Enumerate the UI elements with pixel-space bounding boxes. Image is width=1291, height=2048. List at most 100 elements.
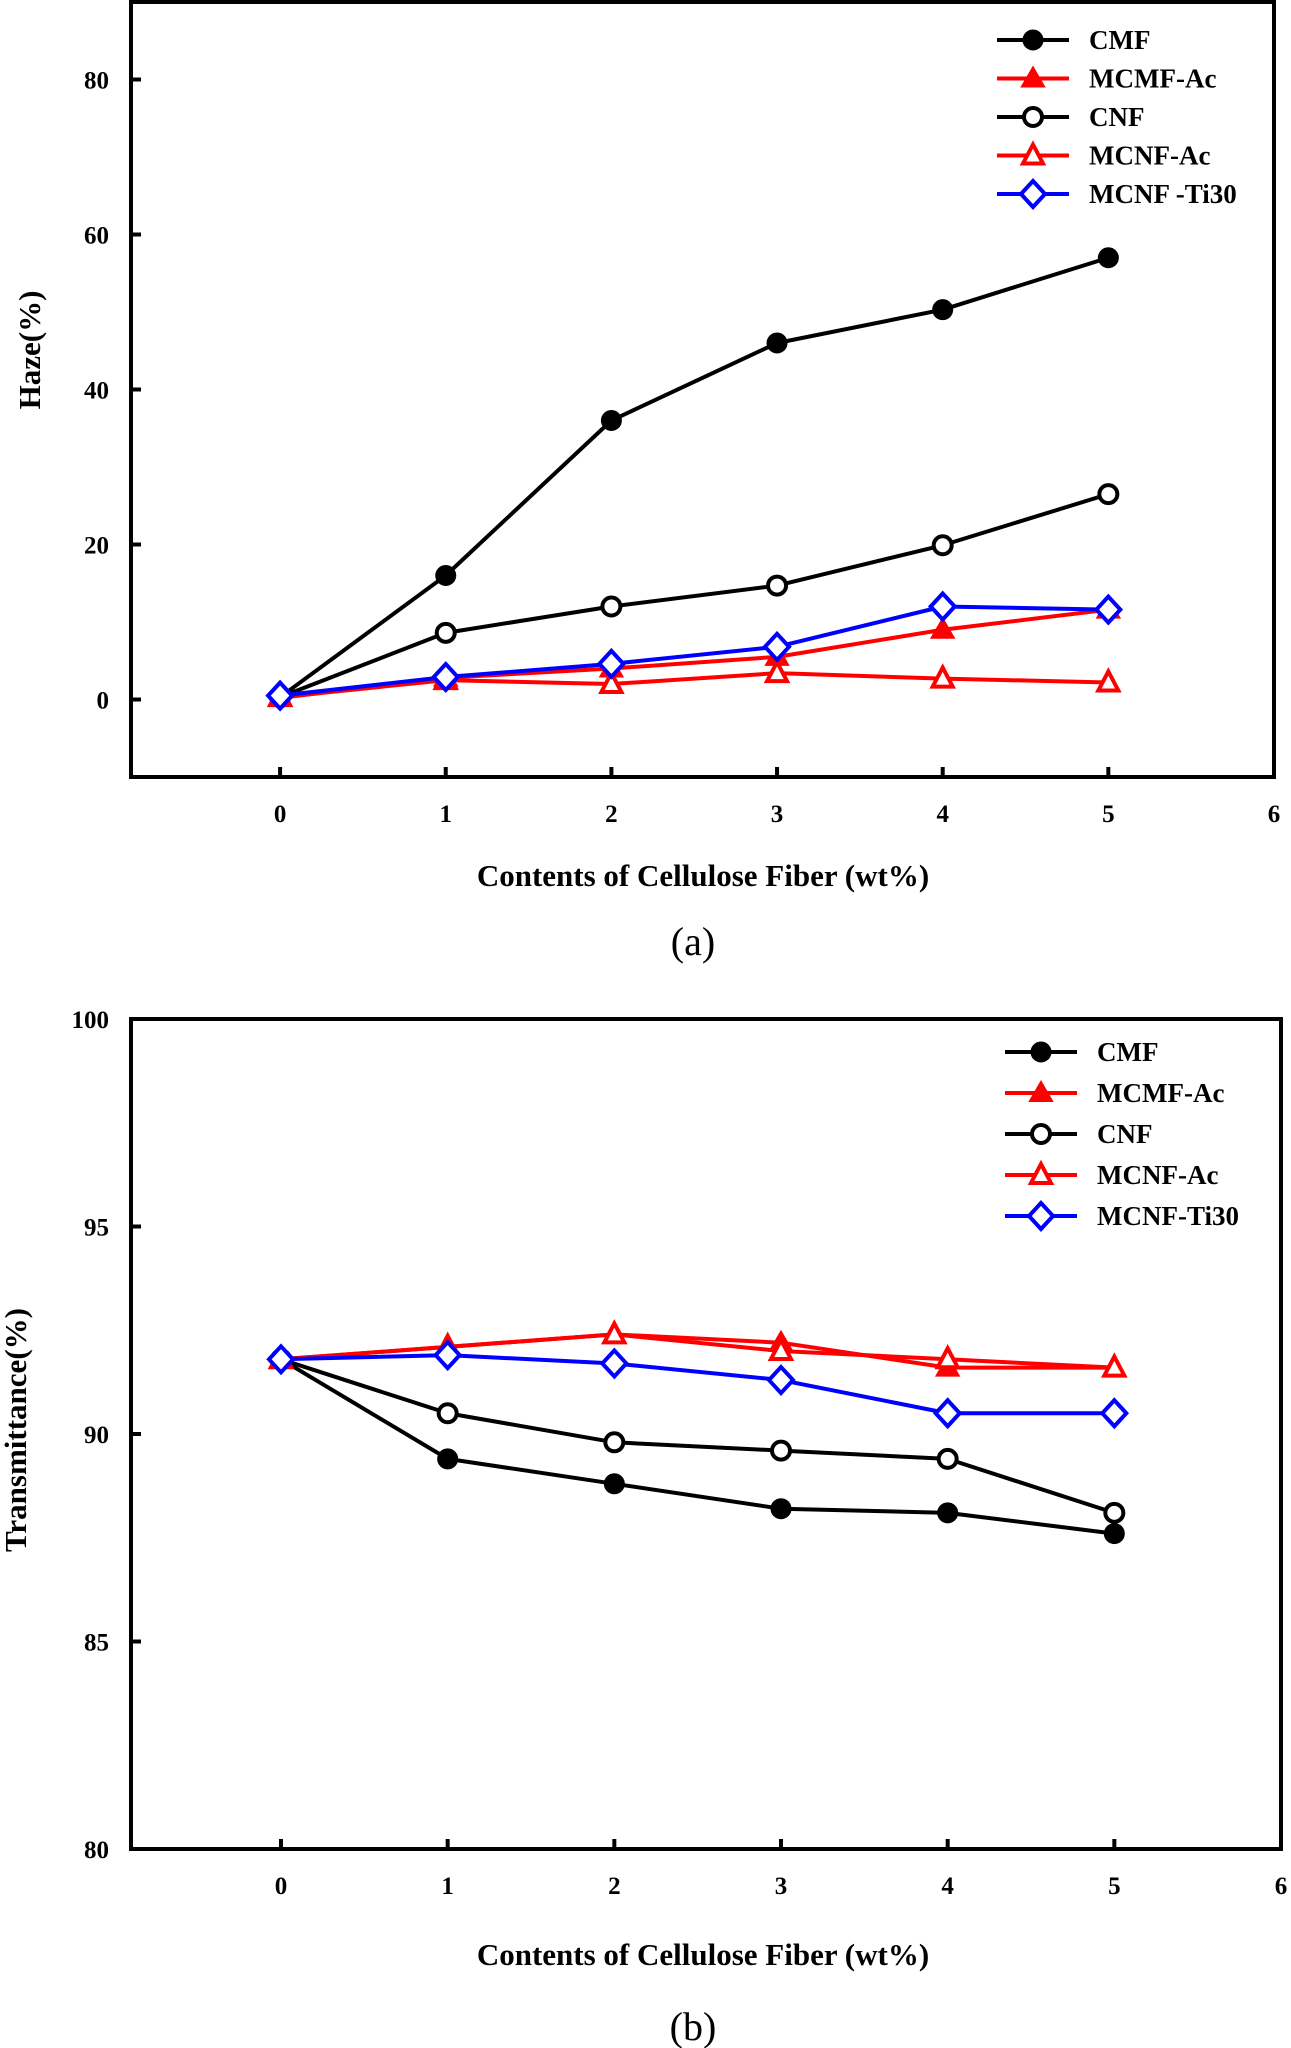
x-tick-label: 3 (771, 801, 784, 828)
legend-marker-icon (1026, 1200, 1056, 1232)
y-axis-label-b: Transmittance(%) (0, 1308, 33, 1552)
legend-marker-icon (1030, 1041, 1052, 1063)
legend-marker-icon (1022, 29, 1044, 51)
y-ticks-a: 0 20 40 60 80 (84, 68, 141, 715)
x-tick-label: 0 (274, 801, 287, 828)
y-tick-label: 100 (72, 1007, 110, 1034)
legend-item: MCMF-Ac (997, 64, 1216, 94)
x-tick-label: 2 (605, 801, 618, 828)
data-point (932, 1397, 963, 1430)
data-point (598, 668, 625, 694)
series-line (280, 1357, 1115, 1515)
series-cnf (269, 483, 1120, 709)
data-point (434, 621, 457, 644)
data-point (770, 1439, 792, 1462)
data-point (437, 1448, 459, 1470)
x-axis-label-a: Contents of Cellulose Fiber (wt%) (477, 858, 929, 893)
x-tick-label: 5 (1102, 801, 1115, 828)
series-layer-b (266, 1319, 1130, 1545)
series-mcnf-ti30 (265, 590, 1124, 712)
y-tick-label: 95 (84, 1215, 109, 1242)
legend-label: MCNF-Ac (1097, 1160, 1218, 1190)
y-tick-label: 90 (84, 1422, 109, 1449)
data-point (932, 299, 954, 321)
x-tick-label: 5 (1108, 1873, 1121, 1900)
legend-item: CNF (1005, 1119, 1153, 1149)
legend-marker-icon (1018, 178, 1048, 210)
y-tick-label: 80 (84, 1837, 109, 1864)
panel-a-haze-chart: 0 20 40 60 80 0 1 2 3 4 5 6 CMF MCMF-Ac CNF MCNF-Ac MC… (12, 0, 1280, 964)
series-line (279, 492, 1109, 700)
data-point (1097, 247, 1119, 269)
legend-label: CNF (1089, 102, 1145, 132)
data-point (600, 410, 622, 431)
data-point (767, 1335, 795, 1361)
data-point (937, 1502, 959, 1524)
data-point (927, 590, 958, 623)
data-point (1093, 593, 1124, 626)
x-tick-label: 3 (775, 1873, 788, 1900)
data-point (599, 1347, 630, 1380)
legend-a: CMF MCMF-Ac CNF MCNF-Ac MCNF -Ti30 (997, 25, 1237, 210)
series-cmf (269, 247, 1119, 708)
legend-label: CNF (1097, 1119, 1153, 1149)
data-point (766, 574, 789, 597)
data-point (1103, 1523, 1125, 1545)
data-point (929, 616, 956, 639)
series-line (278, 255, 1109, 699)
legend-marker-icon (1022, 106, 1044, 128)
data-point (766, 1364, 796, 1396)
data-point (1103, 1501, 1126, 1524)
data-point (266, 1343, 296, 1376)
x-tick-label: 6 (1268, 801, 1281, 828)
data-point (596, 647, 627, 680)
data-point (603, 1431, 626, 1454)
y-tick-label: 60 (84, 223, 109, 250)
panel-b-transmittance-chart: 80 85 90 95 100 0 1 2 3 4 5 6 CMF MCMF-Ac CNF MCNF-Ac… (0, 1007, 1287, 2048)
data-point (1101, 1352, 1128, 1378)
x-tick-label: 1 (439, 801, 452, 828)
legend-marker-icon (1030, 1123, 1052, 1145)
x-ticks-a: 0 1 2 3 4 5 6 (274, 767, 1280, 828)
data-point (762, 630, 792, 663)
data-point (436, 1402, 459, 1425)
y-tick-label: 80 (84, 68, 109, 95)
legend-label: CMF (1089, 25, 1150, 55)
x-ticks-b: 0 1 2 3 4 5 6 (275, 1839, 1288, 1900)
series-mcnf-ti30 (266, 1339, 1130, 1430)
series-layer-a (265, 247, 1124, 712)
y-ticks-b: 80 85 90 95 100 (72, 1007, 141, 1864)
legend-item: MCNF-Ac (997, 140, 1210, 171)
legend-label: CMF (1097, 1037, 1158, 1067)
series-line (279, 1357, 1115, 1536)
caption-b: (b) (670, 2004, 717, 2048)
y-tick-label: 20 (84, 533, 109, 560)
legend-label: MCNF -Ti30 (1089, 179, 1237, 209)
legend-marker-icon (1028, 1080, 1054, 1102)
x-tick-label: 6 (1275, 1873, 1288, 1900)
legend-label: MCMF-Ac (1097, 1078, 1224, 1108)
data-point (1097, 483, 1120, 506)
y-axis-label-a: Haze(%) (12, 291, 47, 410)
legend-item: CNF (997, 102, 1145, 132)
data-point (432, 1339, 463, 1372)
legend-b: CMF MCMF-Ac CNF MCNF-Ac MCNF-Ti30 (1005, 1037, 1239, 1232)
y-tick-label: 85 (84, 1630, 109, 1657)
legend-item: CMF (997, 25, 1150, 55)
data-point (1095, 667, 1122, 693)
x-tick-label: 2 (608, 1873, 621, 1900)
data-point (603, 1473, 625, 1495)
caption-a: (a) (671, 919, 715, 964)
data-point (763, 657, 791, 684)
data-point (1099, 1397, 1130, 1430)
legend-label: MCMF-Ac (1089, 64, 1216, 94)
data-point (766, 332, 788, 354)
data-point (770, 1498, 792, 1520)
legend-item: MCNF-Ti30 (1005, 1200, 1239, 1232)
data-point (931, 534, 954, 557)
y-tick-label: 0 (97, 688, 110, 715)
legend-marker-icon (1019, 140, 1047, 166)
legend-marker-icon (1027, 1159, 1055, 1185)
data-point (929, 663, 957, 689)
